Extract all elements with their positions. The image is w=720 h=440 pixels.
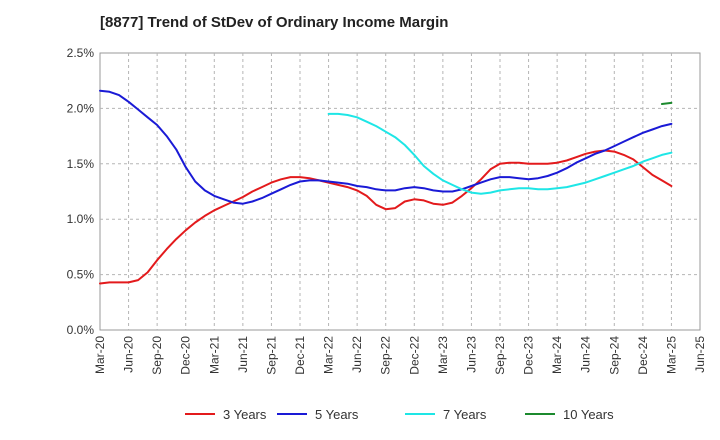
y-tick-label: 1.0% — [67, 212, 95, 226]
series-lines — [99, 89, 673, 285]
plot-area-frame — [99, 52, 701, 331]
y-tick-label: 2.0% — [67, 101, 95, 115]
x-tick-label: Dec-21 — [293, 336, 307, 375]
y-tick-label: 2.5% — [67, 46, 95, 60]
x-tick-label: Dec-23 — [522, 336, 536, 375]
y-axis: 0.0% 0.5% 1.0% 1.5% 2.0% 2.5% — [67, 46, 95, 337]
y-tick-label: 0.5% — [67, 268, 95, 282]
x-tick-label: Sep-23 — [493, 336, 507, 375]
legend-label: 5 Years — [315, 407, 359, 422]
chart-title: [8877] Trend of StDev of Ordinary Income… — [100, 14, 449, 31]
x-tick-label: Jun-25 — [693, 336, 707, 373]
legend-label: 10 Years — [563, 407, 614, 422]
x-tick-label: Sep-21 — [264, 336, 278, 375]
x-tick-label: Sep-22 — [379, 336, 393, 375]
y-tick-label: 1.5% — [67, 157, 95, 171]
x-tick-label: Mar-22 — [322, 336, 336, 374]
x-tick-label: Mar-25 — [664, 336, 678, 374]
x-tick-label: Mar-24 — [550, 336, 564, 374]
x-tick-label: Dec-22 — [407, 336, 421, 375]
series-line-4 — [660, 101, 673, 105]
legend-label: 3 Years — [223, 407, 267, 422]
x-tick-label: Jun-20 — [122, 336, 136, 373]
x-tick-label: Dec-20 — [179, 336, 193, 375]
x-tick-label: Mar-20 — [93, 336, 107, 374]
x-tick-label: Jun-22 — [350, 336, 364, 373]
y-tick-label: 0.0% — [67, 323, 95, 337]
x-tick-label: Jun-23 — [464, 336, 478, 373]
x-axis: Mar-20 Jun-20 Sep-20 Dec-20 Mar-21 Jun-21 Sep-… — [93, 336, 707, 375]
x-tick-label: Mar-23 — [436, 336, 450, 374]
x-tick-label: Sep-24 — [607, 336, 621, 375]
x-tick-label: Jun-24 — [579, 336, 593, 373]
series-line-1 — [99, 149, 673, 285]
legend: 3 Years 5 Years 7 Years 10 Years — [185, 407, 614, 422]
x-tick-label: Mar-21 — [207, 336, 221, 374]
series-line-3 — [327, 112, 673, 195]
x-tick-label: Dec-24 — [636, 336, 650, 375]
x-tick-label: Jun-21 — [236, 336, 250, 373]
legend-label: 7 Years — [443, 407, 487, 422]
grid-lines — [100, 53, 700, 330]
series-line-2 — [99, 89, 673, 205]
x-tick-label: Sep-20 — [150, 336, 164, 375]
